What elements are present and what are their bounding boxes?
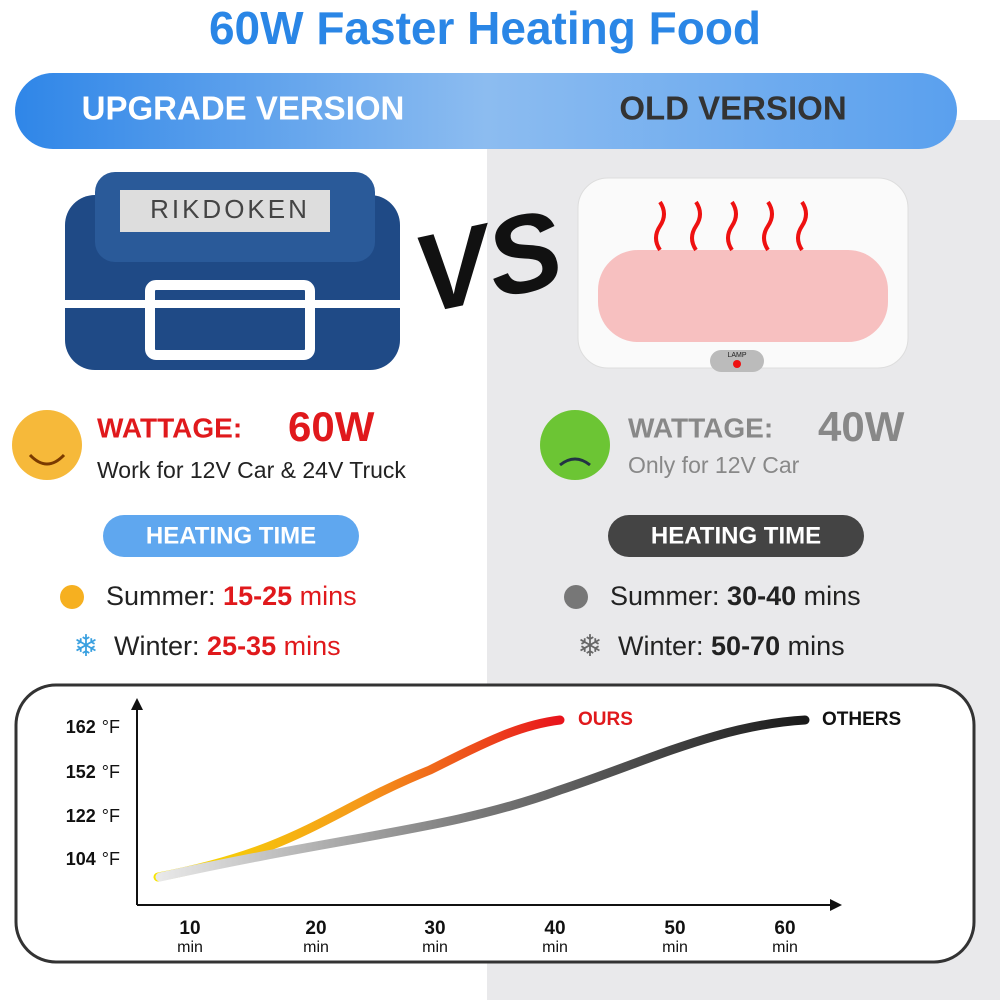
tick-value: 152	[66, 762, 96, 782]
summer-line: Summer: 15-25 mins	[106, 581, 357, 611]
y-tick-label: 104 °F	[66, 849, 120, 869]
series-label: OTHERS	[822, 709, 901, 730]
wattage-note: Only for 12V Car	[628, 452, 800, 478]
sun-icon	[564, 585, 588, 609]
winter-line: Winter: 50-70 mins	[618, 631, 845, 661]
wattage-label: WATTAGE:	[97, 412, 242, 443]
x-tick-label: 30	[424, 918, 445, 939]
x-tick-label: 40	[544, 918, 565, 939]
tick-unit: °F	[102, 849, 120, 869]
x-tick-unit: min	[303, 939, 329, 956]
sun-icon	[60, 585, 84, 609]
x-tick-label: 50	[664, 918, 685, 939]
old-label: OLD VERSION	[619, 90, 846, 127]
tick-unit: °F	[102, 762, 120, 782]
brand: RIKDOKEN	[150, 194, 310, 224]
happy-icon	[12, 410, 82, 480]
tick-unit: °F	[102, 806, 120, 826]
x-tick-unit: min	[422, 939, 448, 956]
y-tick-label: 122 °F	[66, 806, 120, 826]
tick-unit: °F	[102, 717, 120, 737]
wattage-value: 40W	[818, 403, 905, 450]
summer-line: Summer: 30-40 mins	[610, 581, 861, 611]
wattage-value: 60W	[288, 403, 375, 450]
snow-icon: ❄	[577, 630, 602, 663]
wattage-label: WATTAGE:	[628, 412, 773, 443]
tick-value: 162	[66, 717, 96, 737]
sad-icon	[540, 410, 610, 480]
version-bar	[15, 73, 957, 149]
x-tick-label: 20	[305, 918, 326, 939]
tick-value: 122	[66, 806, 96, 826]
heating-pill	[103, 515, 359, 557]
snow-icon: ❄	[73, 630, 98, 663]
old-box: LAMP	[577, 177, 909, 372]
new-box: RIKDOKEN	[65, 172, 400, 370]
x-tick-unit: min	[662, 939, 688, 956]
heating-title: HEATING TIME	[146, 522, 316, 549]
tick-value: 104	[66, 849, 96, 869]
x-tick-label: 10	[179, 918, 200, 939]
lamp-label: LAMP	[727, 352, 746, 359]
y-tick-label: 162 °F	[66, 717, 120, 737]
winter-line: Winter: 25-35 mins	[114, 631, 341, 661]
title: 60W Faster Heating Food	[209, 2, 761, 54]
chart-frame	[14, 683, 976, 964]
heating-pill	[608, 515, 864, 557]
heating-title: HEATING TIME	[651, 522, 821, 549]
x-tick-label: 60	[774, 918, 795, 939]
series-label: OURS	[578, 709, 633, 730]
x-tick-unit: min	[772, 939, 798, 956]
vs: VS	[404, 186, 573, 337]
x-tick-unit: min	[177, 939, 203, 956]
wattage-note: Work for 12V Car & 24V Truck	[97, 457, 406, 483]
others-curve	[155, 715, 810, 882]
upgrade-label: UPGRADE VERSION	[82, 90, 405, 127]
x-tick-unit: min	[542, 939, 568, 956]
ours-curve	[153, 715, 565, 882]
y-tick-label: 152 °F	[66, 762, 120, 782]
